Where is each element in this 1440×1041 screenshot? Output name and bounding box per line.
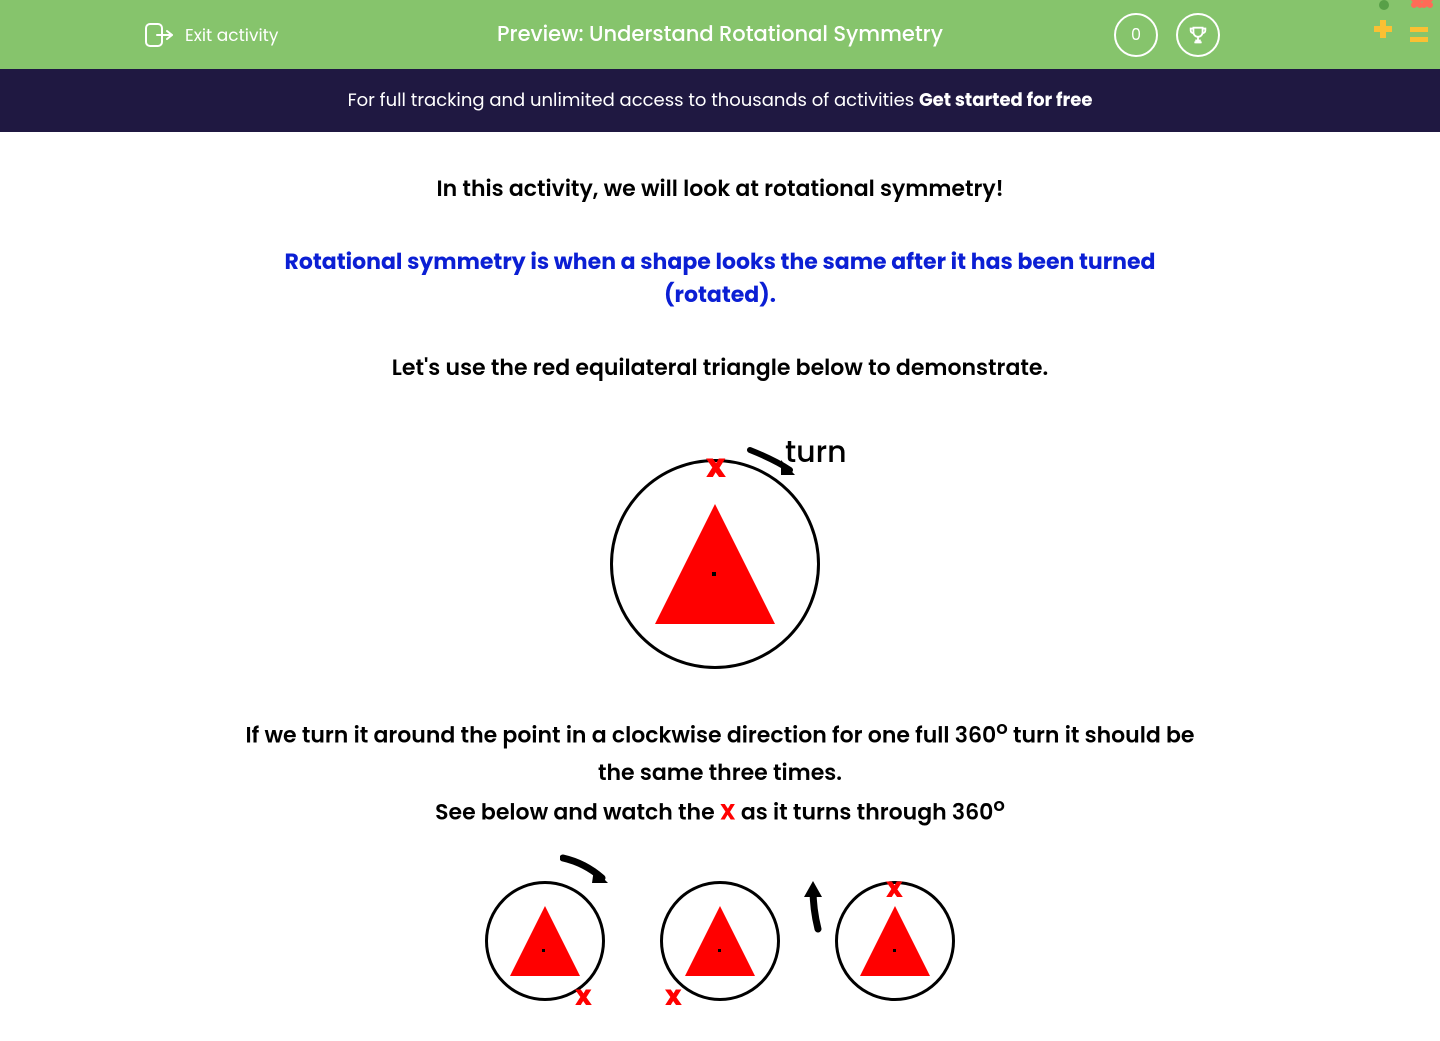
p2-part1: If we turn it around the point in a cloc… <box>246 719 997 750</box>
mini-triangle-3 <box>860 906 930 976</box>
score-badge: 0 <box>1114 13 1158 57</box>
mini-arrow-1 <box>560 853 615 888</box>
mini-arrow-3 <box>798 879 833 934</box>
p2-part4: as it turns through 360 <box>736 796 994 827</box>
exit-icon <box>145 23 173 47</box>
exit-label: Exit activity <box>185 22 278 48</box>
mini-x-1: X <box>575 981 592 1014</box>
banner-text: For full tracking and unlimited access t… <box>348 88 919 113</box>
diagram-row: X X X <box>240 861 1200 1001</box>
diagram-main: X turn <box>590 424 850 684</box>
mini-dot-2 <box>718 949 721 952</box>
center-dot <box>712 572 716 576</box>
trophy-button[interactable] <box>1176 13 1220 57</box>
trophy-icon <box>1187 24 1209 46</box>
mini-diagram-3: X <box>820 861 960 1001</box>
mini-x-2: X <box>665 981 682 1014</box>
turn-label: turn <box>785 429 847 475</box>
lead-text: Let's use the red equilateral triangle b… <box>240 351 1200 384</box>
header-bar: Exit activity Preview: Understand Rotati… <box>0 0 1440 69</box>
inline-x: X <box>720 796 736 827</box>
page-title: Preview: Understand Rotational Symmetry <box>497 19 943 50</box>
x-marker: X <box>706 450 726 489</box>
exit-activity-button[interactable]: Exit activity <box>145 22 278 48</box>
mini-triangle-2 <box>685 906 755 976</box>
p2-part3: See below and watch the <box>435 796 720 827</box>
banner-cta-link[interactable]: Get started for free <box>919 88 1092 113</box>
diagram-triangle <box>655 504 775 624</box>
promo-banner: For full tracking and unlimited access t… <box>0 69 1440 132</box>
mini-dot-1 <box>542 949 545 952</box>
logo-decoration-icon <box>1370 0 1440 55</box>
mini-diagram-1: X <box>480 861 620 1001</box>
mini-x-3: X <box>886 873 903 906</box>
intro-text: In this activity, we will look at rotati… <box>240 172 1200 205</box>
mini-triangle-1 <box>510 906 580 976</box>
degree-1: o <box>996 716 1007 741</box>
mini-dot-3 <box>893 949 896 952</box>
definition-text: Rotational symmetry is when a shape look… <box>240 245 1200 311</box>
content-area: In this activity, we will look at rotati… <box>220 132 1220 1041</box>
degree-2: o <box>993 793 1004 818</box>
explanation-text: If we turn it around the point in a cloc… <box>240 714 1200 831</box>
mini-diagram-2: X <box>650 861 790 1001</box>
score-value: 0 <box>1131 22 1141 47</box>
